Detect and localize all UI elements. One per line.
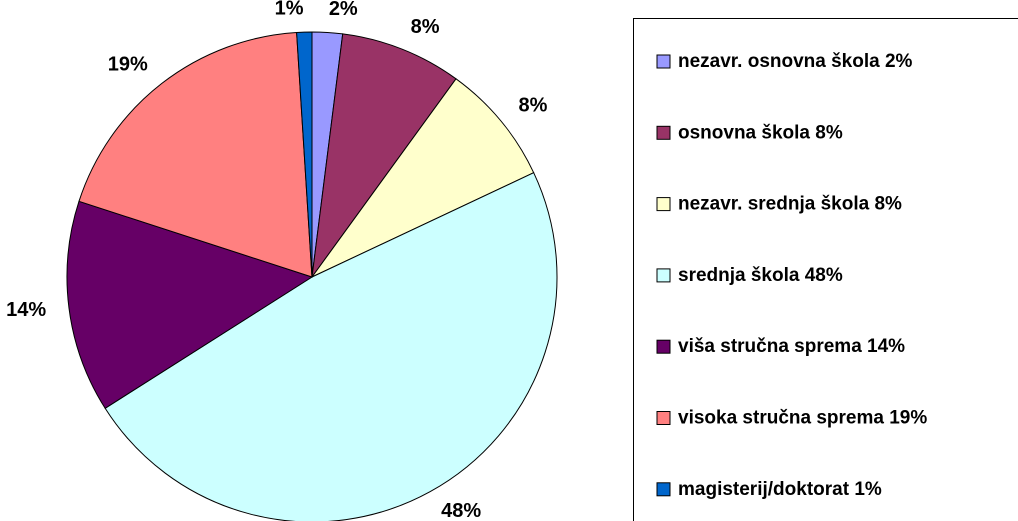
legend-swatch bbox=[656, 482, 671, 497]
legend-label: magisterij/doktorat 1% bbox=[678, 479, 882, 500]
legend-label: viša stručna sprema 14% bbox=[678, 336, 905, 357]
data-label: 8% bbox=[518, 94, 547, 116]
legend-label: visoka stručna sprema 19% bbox=[678, 408, 927, 429]
data-label: 19% bbox=[108, 54, 148, 76]
legend-box bbox=[633, 18, 1018, 521]
legend-label: nezavr. osnovna škola 2% bbox=[678, 51, 913, 72]
data-label: 14% bbox=[6, 299, 46, 321]
data-label: 2% bbox=[329, 0, 358, 20]
data-label: 48% bbox=[441, 500, 481, 521]
data-label: 1% bbox=[275, 0, 304, 19]
pie-slice bbox=[311, 33, 457, 278]
pie-slice bbox=[311, 78, 535, 278]
data-label: 8% bbox=[411, 16, 440, 38]
pie-slice bbox=[296, 31, 313, 278]
legend-swatch bbox=[656, 339, 671, 354]
legend-swatch bbox=[656, 125, 671, 140]
pie-slice bbox=[78, 31, 313, 278]
legend-label: osnovna škola 8% bbox=[678, 122, 843, 143]
legend-swatch bbox=[656, 268, 671, 283]
legend-label: nezavr. srednja škola 8% bbox=[678, 194, 902, 215]
legend-swatch bbox=[656, 197, 671, 212]
legend-label: srednja škola 48% bbox=[678, 265, 843, 286]
legend-swatch bbox=[656, 54, 671, 69]
legend-swatch bbox=[656, 411, 671, 425]
pie-slice bbox=[66, 200, 314, 409]
pie-slice bbox=[104, 172, 558, 521]
